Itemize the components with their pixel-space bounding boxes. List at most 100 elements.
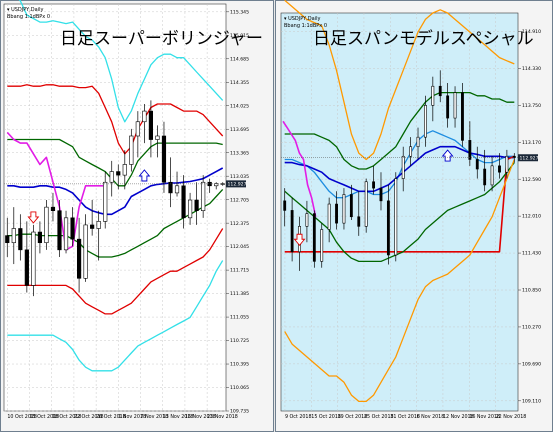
y-tick-label: 115.015: [230, 33, 249, 39]
candle-body: [386, 200, 390, 256]
candle-body: [512, 155, 516, 158]
candle-body: [181, 185, 186, 219]
y-tick-label: 110.270: [522, 325, 541, 331]
x-tick-label: 1 Nov 2018: [118, 414, 146, 420]
y-tick-label: 113.035: [230, 174, 249, 180]
candle-body: [37, 231, 43, 244]
chart-title: 日足スーパーボリンジャー: [60, 29, 263, 49]
candle-body: [44, 206, 49, 244]
sigma1-line: [284, 162, 515, 263]
tenkan-line: [284, 130, 515, 199]
y-tick-label: 110.065: [230, 385, 249, 391]
y-tick-label: 114.685: [230, 56, 249, 62]
candle-body: [155, 135, 160, 140]
mid-line: [7, 167, 224, 216]
current-price-label: 112.927: [520, 155, 539, 161]
x-tick-label: 22 Nov 2018: [496, 414, 527, 420]
candle-body: [283, 200, 287, 211]
candle-body: [305, 213, 309, 227]
y-tick-label: 109.690: [522, 361, 541, 367]
candle-body: [194, 199, 199, 212]
candle-body: [174, 185, 180, 194]
candle-body: [498, 165, 501, 173]
candle-body: [63, 217, 69, 251]
candle-body: [320, 229, 324, 262]
y-tick-label: 113.170: [522, 140, 541, 146]
candle-body: [109, 171, 114, 183]
candle-body: [438, 85, 442, 97]
candle-body: [168, 181, 173, 194]
candle-body: [103, 181, 108, 222]
candle-body: [96, 221, 101, 229]
candle-body: [187, 199, 193, 219]
candle-body: [5, 235, 10, 244]
x-tick-label: 12 Nov 2018: [443, 414, 474, 420]
y-tick-label: 114.910: [522, 29, 541, 35]
candle-body: [475, 159, 479, 170]
span-model-chart: 114.910 114.330 113.750 113.170 112.590 112.0…: [275, 0, 553, 432]
chart-title: 日足スパンモデルスペシャル: [313, 28, 534, 49]
candle-body: [416, 136, 420, 148]
x-tick-label: 31 Oct 2018: [390, 414, 420, 420]
candle-body: [505, 155, 509, 173]
y-tick-label: 112.590: [522, 177, 541, 183]
x-tick-label: 6 Nov 2018: [417, 414, 445, 420]
y-tick-label: 114.355: [230, 80, 249, 86]
candle-body: [76, 238, 82, 279]
y-tick-label: 110.395: [230, 362, 249, 368]
x-tick-label: 7 Nov 2018: [141, 414, 169, 420]
lagging-line: [282, 120, 317, 217]
candle-body: [290, 210, 294, 253]
sigma1-line: [7, 138, 223, 187]
sigma3_right-line: [284, 0, 515, 161]
current-price-label: 112.927: [228, 182, 247, 188]
plot-area: [280, 12, 519, 412]
y-tick-label: 111.055: [230, 315, 249, 321]
candle-body: [446, 95, 450, 119]
arrow-up-icon: [441, 149, 454, 162]
candle-body: [129, 135, 134, 165]
candle-body: [31, 231, 36, 286]
arrow-down-icon: [27, 211, 40, 224]
plot-area: [3, 3, 227, 412]
candle-body: [207, 181, 212, 187]
bollinger-chart: 115.345 115.015 114.685 114.355 114.025 113.6…: [0, 0, 274, 432]
y-tick-label: 109.735: [230, 409, 249, 415]
candle-body: [116, 171, 121, 176]
candle-body: [57, 210, 62, 251]
candle-body: [431, 85, 435, 106]
y-tick-label: 113.365: [230, 150, 249, 156]
sigma1-line: [7, 188, 224, 258]
candle-body: [357, 216, 361, 227]
sigma3-line: [18, 0, 224, 123]
span-model-chart-pane[interactable]: 114.910 114.330 113.750 113.170 112.590 112.0…: [275, 0, 553, 432]
bollinger-chart-pane[interactable]: 115.345 115.015 114.685 114.355 114.025 113.6…: [0, 0, 274, 432]
x-tick-label: 16 Nov 2018: [185, 414, 216, 420]
candle-body: [349, 194, 353, 218]
x-tick-label: 26 Oct 2018: [96, 414, 126, 420]
x-tick-label: 25 Oct 2018: [364, 414, 394, 420]
y-tick-label: 113.695: [230, 127, 249, 133]
lagging-line: [6, 131, 106, 251]
candle-body: [142, 110, 147, 123]
symbol-label: ▾ USDJPY,Daily: [7, 7, 43, 13]
y-tick-label: 114.330: [522, 66, 541, 72]
candle-body: [335, 203, 338, 224]
candle-body: [401, 155, 405, 179]
candle-body: [409, 146, 413, 157]
candle-body: [90, 224, 95, 229]
indicator-label: Bbang 1:1dBPx 0: [7, 14, 50, 20]
sigma1-line: [284, 91, 515, 170]
x-tick-label: 15 Oct 2018: [311, 414, 341, 420]
candle-body: [201, 181, 206, 212]
y-tick-label: 111.430: [522, 251, 541, 257]
x-tick-label: 15 Oct 2018: [30, 414, 60, 420]
y-tick-label: 111.385: [230, 291, 249, 297]
y-tick-label: 112.705: [230, 197, 249, 203]
arrow-up-icon: [138, 169, 151, 182]
sigma2-line: [7, 228, 224, 315]
candle-body: [50, 206, 56, 212]
x-tick-label: 22 Oct 2018: [74, 414, 104, 420]
current-price-box: [518, 154, 538, 162]
candle-body: [379, 187, 383, 202]
